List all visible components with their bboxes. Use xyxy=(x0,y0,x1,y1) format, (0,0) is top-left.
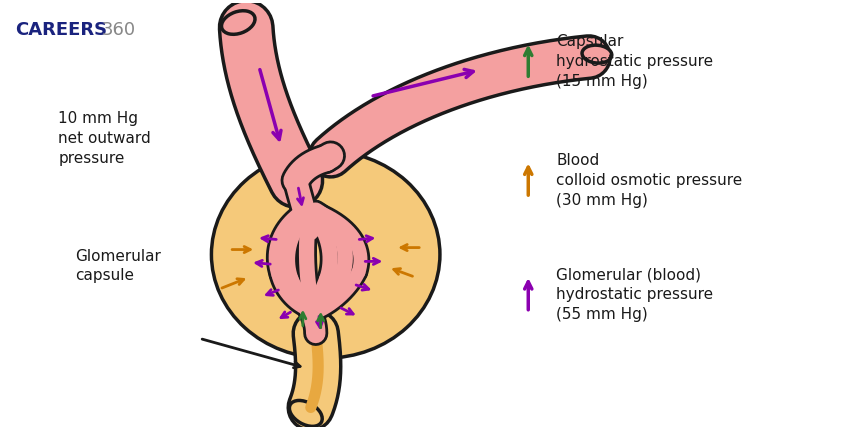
Text: Glomerular
capsule: Glomerular capsule xyxy=(76,249,162,283)
Text: Capsular
hydrostatic pressure
(15 mm Hg): Capsular hydrostatic pressure (15 mm Hg) xyxy=(556,34,713,89)
Ellipse shape xyxy=(289,400,322,426)
Text: Blood
colloid osmotic pressure
(30 mm Hg): Blood colloid osmotic pressure (30 mm Hg… xyxy=(556,153,742,208)
Text: 360: 360 xyxy=(102,21,136,39)
Ellipse shape xyxy=(222,11,255,34)
Ellipse shape xyxy=(212,151,440,358)
Text: 10 mm Hg
net outward
pressure: 10 mm Hg net outward pressure xyxy=(58,111,151,166)
Text: Glomerular (blood)
hydrostatic pressure
(55 mm Hg): Glomerular (blood) hydrostatic pressure … xyxy=(556,267,713,322)
Text: CAREERS: CAREERS xyxy=(15,21,107,39)
Ellipse shape xyxy=(582,45,611,63)
